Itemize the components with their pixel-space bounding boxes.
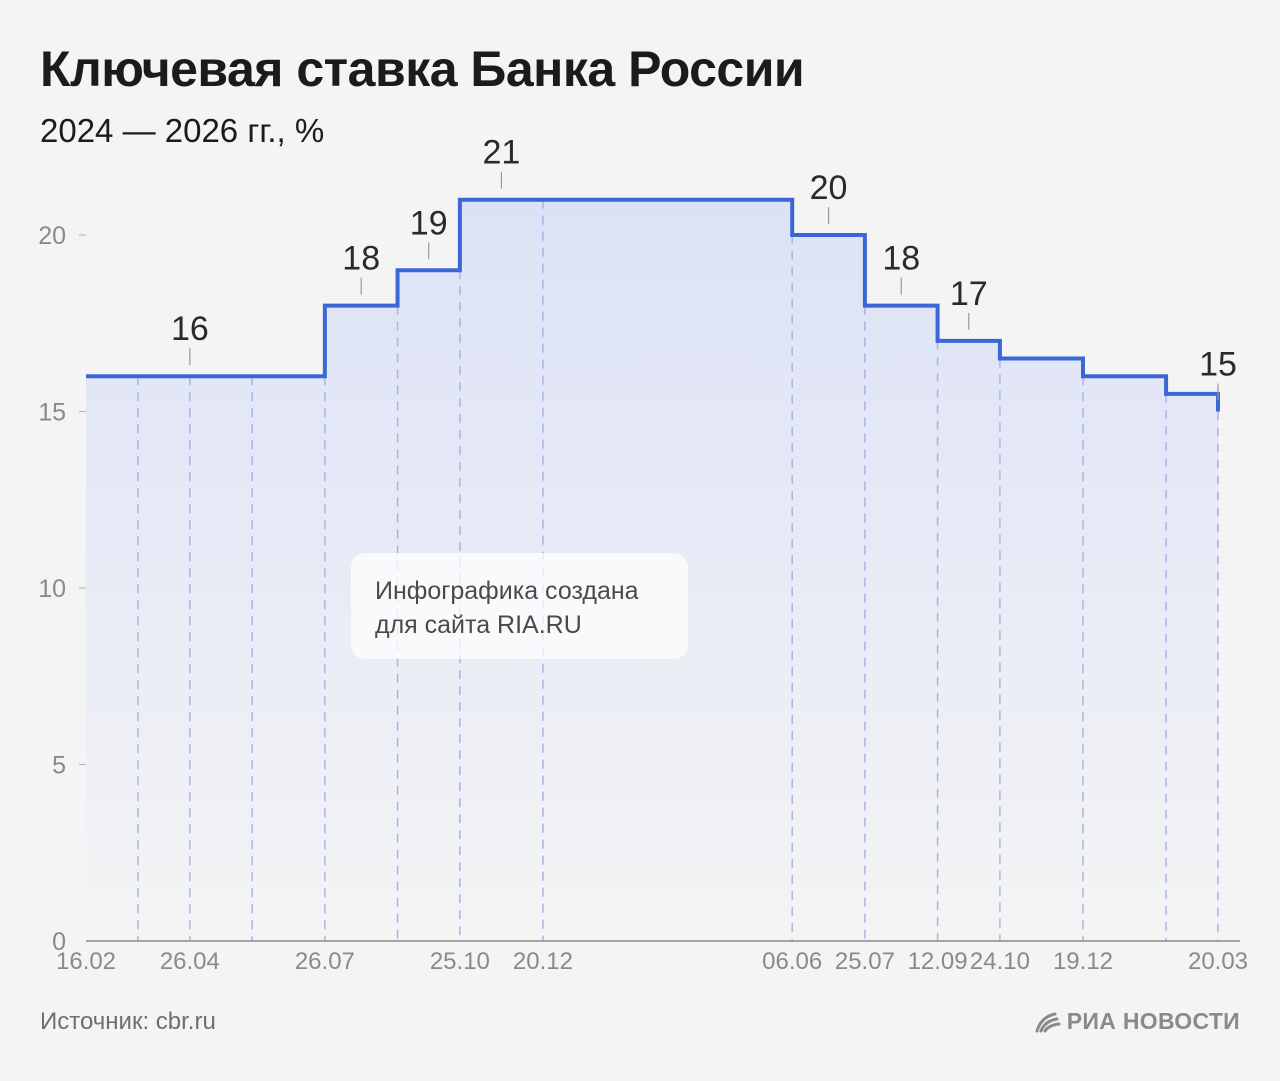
x-tick-label: 25.07	[835, 948, 895, 975]
ria-logo-text: РИА НОВОСТИ	[1066, 1008, 1240, 1034]
x-tick-label: 16.02	[56, 948, 116, 975]
watermark-line-1: Инфографика создана	[375, 577, 639, 605]
ria-logo: РИА НОВОСТИ	[1035, 1008, 1240, 1035]
value-label: 15	[1199, 346, 1237, 384]
value-label: 21	[482, 134, 520, 172]
watermark-box: Инфографика создана для сайта RIA.RU	[351, 553, 688, 659]
rate-step-line	[86, 197, 1220, 412]
value-label: 20	[810, 169, 848, 207]
x-tick-label: 24.10	[970, 948, 1030, 975]
source-label: Источник: cbr.ru	[40, 1008, 216, 1035]
y-tick-label: 15	[38, 399, 66, 427]
y-tick-label: 20	[38, 222, 66, 250]
ria-logo-icon	[1035, 1012, 1061, 1032]
value-label: 17	[950, 275, 988, 313]
x-tick-label: 19.12	[1053, 948, 1113, 975]
watermark-line-2: для сайта RIA.RU	[375, 611, 582, 639]
x-tick-label: 20.12	[513, 948, 573, 975]
x-tick-label: 26.07	[295, 948, 355, 975]
x-tick-label: 06.06	[762, 948, 822, 975]
y-tick-label: 10	[38, 575, 66, 603]
x-tick-label: 20.03	[1188, 948, 1248, 975]
value-label: 16	[171, 310, 209, 348]
x-tick-label: 12.09	[908, 948, 968, 975]
x-tick-label: 26.04	[160, 948, 220, 975]
chart-title: Ключевая ставка Банка России	[40, 41, 805, 97]
y-tick-label: 5	[52, 752, 66, 780]
x-tick-label: 25.10	[430, 948, 490, 975]
y-tick-label: 0	[52, 928, 66, 956]
chart-subtitle: 2024 — 2026 гг., %	[40, 112, 325, 149]
value-label: 18	[882, 240, 920, 278]
value-label: 18	[342, 240, 380, 278]
value-label: 19	[410, 204, 448, 242]
